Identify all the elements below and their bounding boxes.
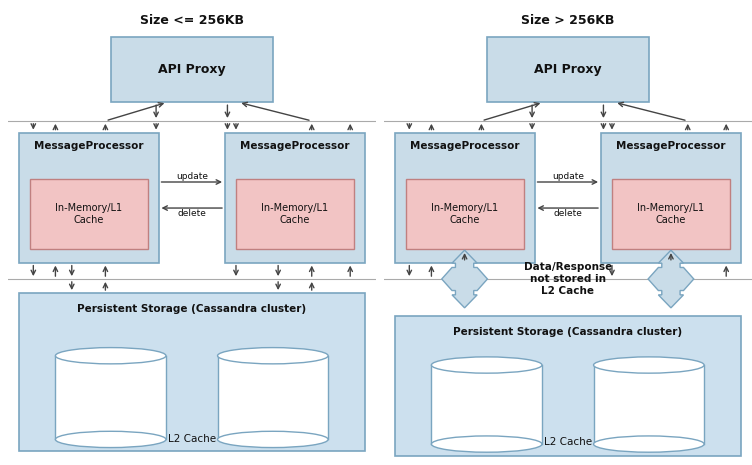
FancyBboxPatch shape [19,133,159,263]
Text: MessageProcessor: MessageProcessor [240,141,350,152]
Text: Data/Response
not stored in
L2 Cache: Data/Response not stored in L2 Cache [523,262,612,296]
Polygon shape [441,250,487,308]
Ellipse shape [56,432,166,447]
Text: Size <= 256KB: Size <= 256KB [140,14,244,27]
FancyBboxPatch shape [395,316,741,456]
Text: delete: delete [553,209,582,218]
Text: L2 Cache: L2 Cache [168,434,216,444]
Text: MessageProcessor: MessageProcessor [34,141,144,152]
Text: update: update [176,172,208,181]
Text: Size > 256KB: Size > 256KB [521,14,614,27]
Text: L2 Cache: L2 Cache [544,437,592,447]
FancyBboxPatch shape [593,365,704,444]
FancyBboxPatch shape [29,179,147,249]
FancyBboxPatch shape [217,356,328,439]
FancyBboxPatch shape [612,179,730,249]
FancyBboxPatch shape [487,37,649,102]
FancyBboxPatch shape [225,133,365,263]
FancyBboxPatch shape [432,365,542,444]
FancyBboxPatch shape [111,37,273,102]
Text: API Proxy: API Proxy [534,63,602,76]
FancyBboxPatch shape [19,293,365,451]
Text: update: update [552,172,584,181]
Ellipse shape [593,357,704,373]
Ellipse shape [56,348,166,364]
Text: Persistent Storage (Cassandra cluster): Persistent Storage (Cassandra cluster) [453,327,682,338]
Polygon shape [648,250,694,308]
Text: Persistent Storage (Cassandra cluster): Persistent Storage (Cassandra cluster) [77,304,306,314]
Text: delete: delete [177,209,206,218]
FancyBboxPatch shape [236,179,354,249]
Text: In-Memory/L1
Cache: In-Memory/L1 Cache [431,203,498,225]
Ellipse shape [593,436,704,452]
Text: MessageProcessor: MessageProcessor [410,141,520,152]
Text: In-Memory/L1
Cache: In-Memory/L1 Cache [638,203,705,225]
Ellipse shape [432,357,542,373]
FancyBboxPatch shape [405,179,523,249]
Text: In-Memory/L1
Cache: In-Memory/L1 Cache [55,203,122,225]
Ellipse shape [217,348,328,364]
FancyBboxPatch shape [56,356,166,439]
Ellipse shape [217,432,328,447]
Text: API Proxy: API Proxy [158,63,226,76]
Ellipse shape [432,436,542,452]
Text: In-Memory/L1
Cache: In-Memory/L1 Cache [262,203,329,225]
Text: MessageProcessor: MessageProcessor [616,141,726,152]
FancyBboxPatch shape [395,133,535,263]
FancyBboxPatch shape [601,133,741,263]
